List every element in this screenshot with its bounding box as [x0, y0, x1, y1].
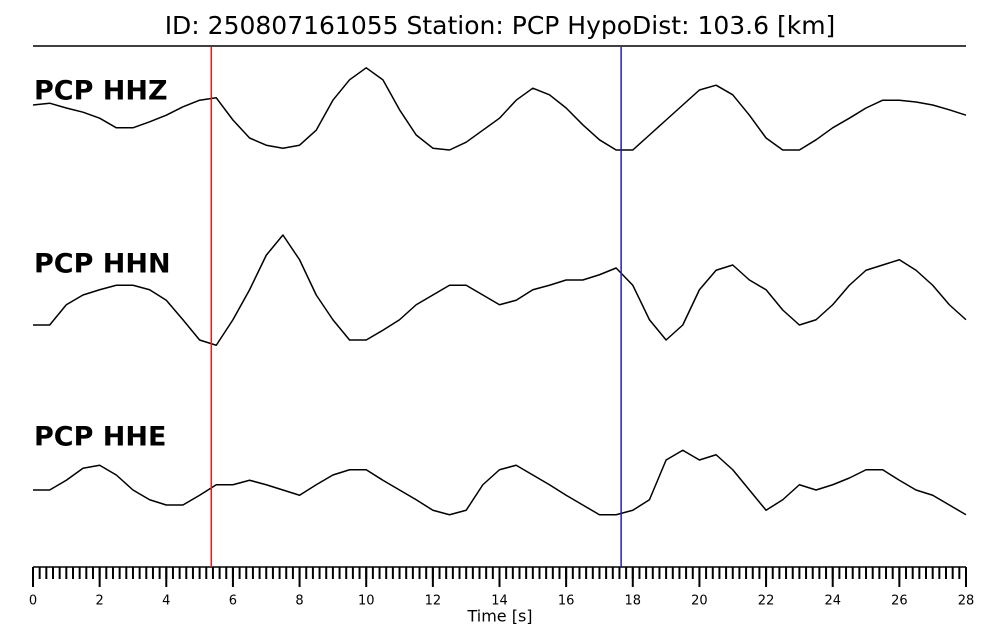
x-tick-label: 22	[758, 594, 775, 609]
x-tick-label: 12	[425, 594, 442, 609]
chart-title: ID: 250807161055 Station: PCP HypoDist: …	[165, 11, 836, 40]
x-tick-label: 8	[295, 594, 303, 609]
trace-label: PCP HHE	[34, 422, 166, 453]
x-tick-label: 14	[491, 594, 508, 609]
waveform	[33, 234, 967, 346]
x-tick-label: 10	[358, 594, 375, 609]
x-tick-label: 28	[958, 594, 975, 609]
x-axis-label: Time [s]	[466, 607, 532, 626]
waveform	[33, 449, 967, 516]
x-tick-label: 24	[824, 594, 841, 609]
x-tick-label: 2	[96, 594, 104, 609]
x-tick-label: 16	[558, 594, 575, 609]
x-tick-label: 6	[229, 594, 237, 609]
x-tick-label: 0	[29, 594, 37, 609]
waveform	[32, 67, 967, 151]
x-tick-label: 26	[891, 594, 908, 609]
x-tick-label: 20	[691, 594, 708, 609]
x-tick-label: 4	[162, 594, 170, 609]
trace-label: PCP HHZ	[34, 76, 168, 107]
trace-label: PCP HHN	[34, 249, 171, 280]
x-tick-label: 18	[625, 594, 642, 609]
